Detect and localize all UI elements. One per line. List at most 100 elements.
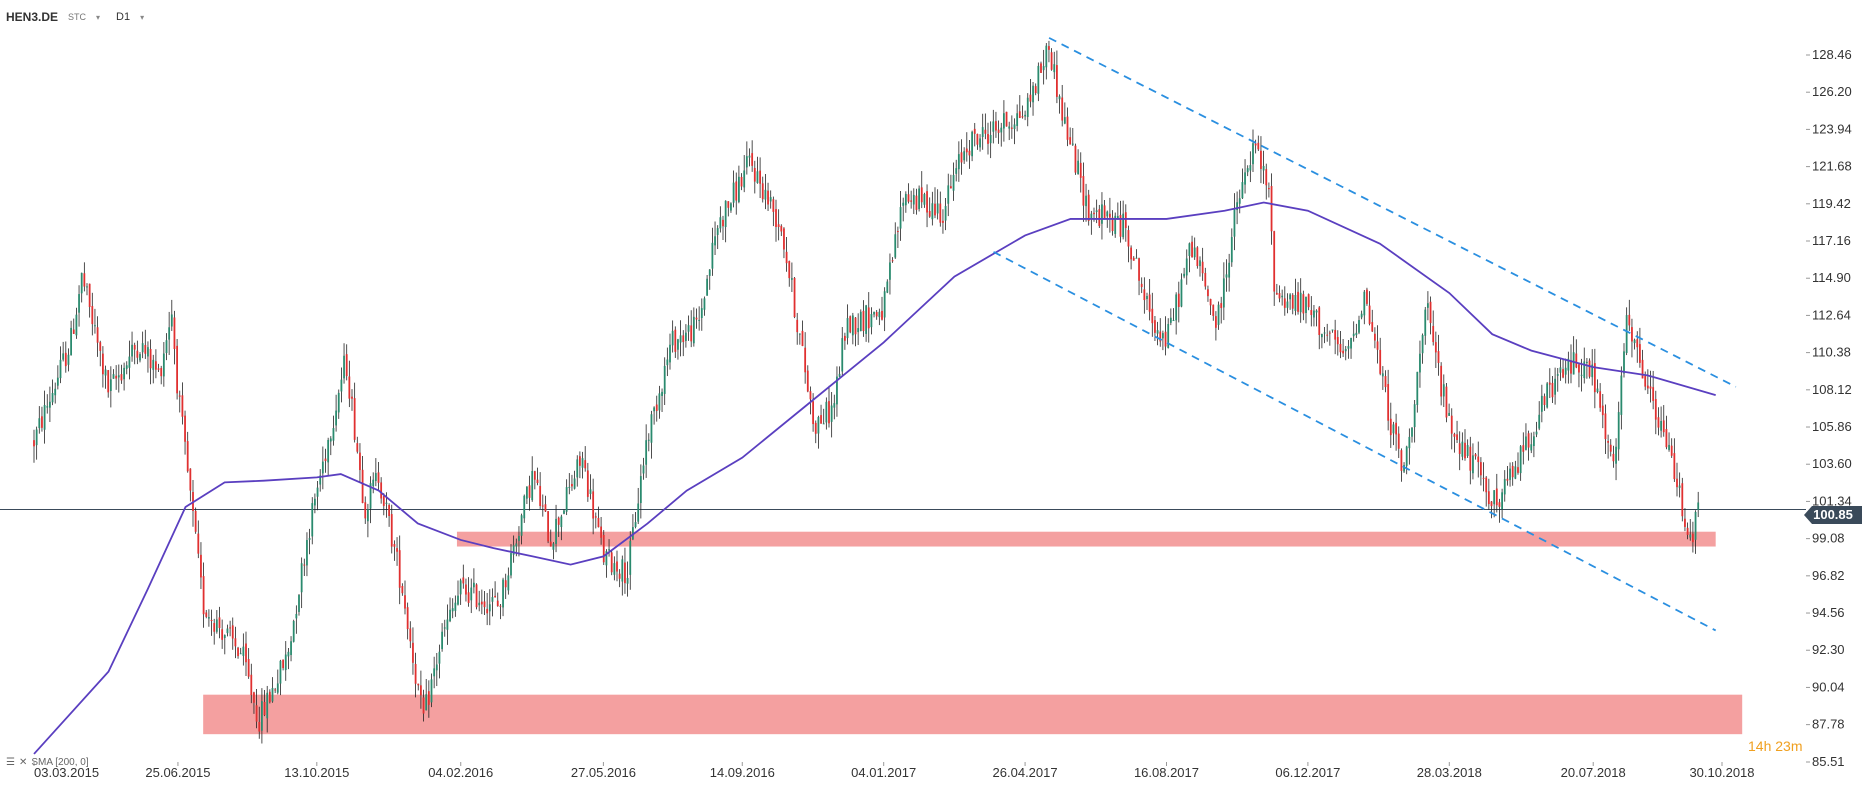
candle [1525, 423, 1527, 451]
candle-body [616, 561, 618, 572]
candle-body [541, 505, 544, 507]
candle [1026, 93, 1029, 127]
candle [1130, 245, 1132, 270]
candle-body [1230, 237, 1233, 263]
candle-body [86, 286, 88, 288]
candle-body [1612, 453, 1615, 462]
candle [1061, 84, 1064, 127]
candle-body [1236, 202, 1238, 211]
candle-body [1453, 433, 1456, 437]
candle [51, 379, 54, 406]
instrument-type: STC [68, 12, 87, 22]
candle-body [849, 316, 852, 333]
candle-body [1201, 261, 1204, 274]
candle [571, 474, 573, 491]
candle [920, 171, 923, 209]
candle [1689, 519, 1692, 541]
candle [1183, 267, 1185, 279]
chevron-down-icon[interactable]: ▾ [140, 12, 145, 22]
candle [886, 279, 889, 294]
menu-icon[interactable]: ☰ [6, 757, 15, 768]
candle-body [1026, 97, 1029, 117]
candle [533, 470, 536, 490]
candle-body [581, 458, 584, 468]
x-tick-label: 26.04.2017 [993, 765, 1058, 780]
candle-body [870, 314, 873, 328]
candle [1395, 413, 1397, 451]
candle-body [1395, 422, 1397, 435]
candle-body [356, 443, 359, 452]
symbol-label[interactable]: HEN3.DE [6, 10, 59, 24]
candle [738, 165, 740, 204]
candle-countdown: 14h 23m [1748, 738, 1803, 754]
candle [1159, 318, 1162, 347]
candle-body [215, 619, 218, 632]
candle [62, 341, 65, 362]
candle [1517, 452, 1519, 475]
candle-body [1673, 453, 1676, 480]
candle [727, 201, 730, 217]
candle [80, 272, 83, 303]
candle [1079, 152, 1082, 193]
candle [992, 109, 995, 144]
candle [369, 476, 372, 524]
candle [210, 609, 213, 636]
candle-body [904, 193, 907, 206]
candle-body [412, 642, 414, 663]
candle-body [833, 403, 836, 408]
candle [846, 304, 849, 345]
candle-body [1053, 64, 1056, 73]
candle-body [1474, 454, 1477, 457]
candle-body [348, 376, 351, 399]
candle [1543, 393, 1546, 411]
candle-body [653, 407, 655, 412]
candle-body [1609, 444, 1612, 452]
candle [602, 530, 605, 565]
candle [401, 583, 404, 596]
candle [94, 308, 96, 334]
candle [783, 227, 785, 259]
candle-body [589, 489, 592, 495]
candle-body [899, 207, 902, 229]
candle-body [923, 194, 926, 205]
candle [629, 531, 632, 590]
candle-body [1021, 116, 1024, 118]
candle [642, 457, 645, 480]
candle [1578, 362, 1580, 388]
candle [692, 307, 695, 347]
candle [523, 494, 526, 523]
close-icon[interactable]: ✕ [18, 757, 28, 768]
candle-body [186, 441, 189, 472]
candle [1034, 83, 1037, 96]
candle-body [1063, 117, 1066, 124]
candle-body [1588, 360, 1591, 377]
candle [396, 537, 398, 566]
candle-body [194, 510, 197, 532]
candle [433, 656, 436, 689]
candle-body [639, 476, 642, 504]
candle [695, 308, 698, 329]
candle-body [1466, 445, 1469, 457]
candle-body [226, 628, 229, 634]
candle-body [1665, 429, 1668, 448]
chevron-down-icon[interactable]: ▾ [96, 12, 101, 22]
candle-body [1071, 143, 1074, 145]
candle-body [1697, 502, 1700, 510]
candle-body [1323, 332, 1326, 334]
candle [1485, 476, 1488, 507]
candle-body [1119, 215, 1122, 237]
timeframe-label[interactable]: D1 [116, 11, 131, 23]
candle-body [642, 465, 645, 474]
candle-body [1607, 440, 1609, 443]
candle [1662, 405, 1665, 437]
candle [59, 346, 62, 384]
candle-body [1013, 124, 1016, 130]
candle-body [1572, 352, 1575, 375]
candle-body [1061, 97, 1064, 121]
candle [242, 633, 245, 666]
candle-body [160, 368, 163, 377]
candle [303, 558, 306, 577]
candle-body [401, 586, 404, 594]
